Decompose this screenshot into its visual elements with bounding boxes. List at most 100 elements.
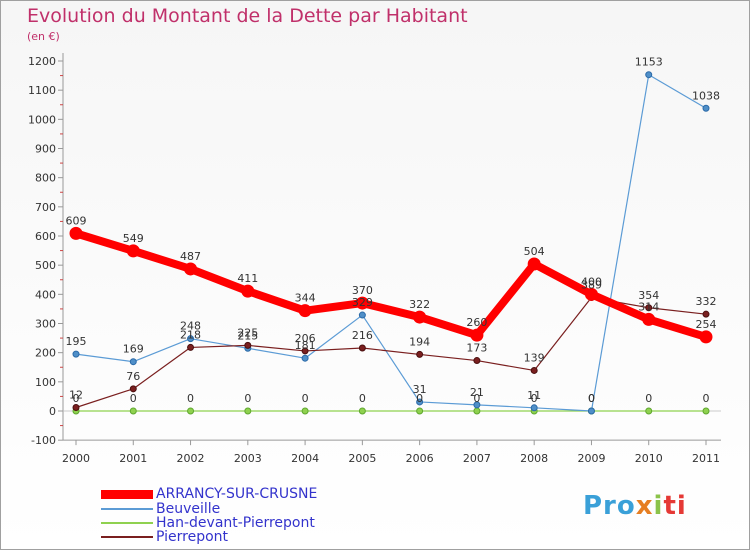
data-label: 609 [66,214,87,227]
data-label: 248 [180,320,201,333]
data-point [587,407,595,415]
data-point [187,343,195,351]
x-tick-label: 2009 [577,452,605,465]
data-label: 215 [237,329,258,342]
x-tick-label: 2001 [119,452,147,465]
legend-swatch [101,536,153,538]
data-label: 411 [237,272,258,285]
data-point [413,310,427,324]
data-label: 549 [123,232,144,245]
legend-label: Pierrepont [156,529,229,545]
data-point [642,312,656,326]
data-point [244,407,252,415]
data-point [301,354,309,362]
data-label: 332 [696,295,717,308]
data-point [702,407,710,415]
y-tick-label: 600 [35,230,56,243]
data-point [470,328,484,342]
x-tick-label: 2008 [520,452,548,465]
data-point [416,350,424,358]
legend-item: Beuveille [101,501,221,517]
data-point [187,335,195,343]
data-label: 216 [352,329,373,342]
data-label: 1153 [635,56,663,69]
data-point [69,226,83,240]
data-point [358,344,366,352]
data-label: 0 [588,392,595,405]
data-label: 31 [413,383,427,396]
data-point [301,347,309,355]
data-point [72,404,80,411]
series-line-0 [72,229,710,341]
x-tick-label: 2007 [463,452,491,465]
data-label: 139 [524,351,545,364]
data-label: 329 [352,296,373,309]
x-tick-label: 2000 [62,452,90,465]
y-tick-label: 300 [35,318,56,331]
legend-swatch [101,489,153,499]
data-label: 389 [581,279,602,292]
data-label: 0 [302,392,309,405]
legend-label: Han-devant-Pierrepont [156,515,315,531]
y-tick-label: 800 [35,172,56,185]
data-point [358,311,366,319]
data-label: 195 [66,335,87,348]
data-label: 344 [295,292,316,305]
y-tick-label: 1200 [28,55,56,68]
y-tick-label: 1100 [28,84,56,97]
data-label: 0 [588,392,595,405]
data-label: 1038 [692,89,720,102]
y-tick-label: 1000 [28,113,56,126]
data-point [126,244,140,258]
data-point [129,385,137,393]
x-tick-label: 2006 [406,452,434,465]
y-tick-label: 100 [35,376,56,389]
data-point [702,310,710,318]
data-label: 504 [524,245,545,258]
x-tick-label: 2011 [692,452,720,465]
data-label: 194 [409,335,430,348]
data-label: 181 [295,339,316,352]
data-point [645,304,653,312]
data-label: 0 [703,392,710,405]
data-point [241,284,255,298]
data-point [530,366,538,374]
legend-swatch [101,522,153,524]
data-point [72,350,80,358]
data-label: 225 [237,326,258,339]
data-point [645,407,653,415]
data-label: 0 [416,392,423,405]
data-point [187,407,195,415]
data-label: 370 [352,284,373,297]
data-label: 354 [638,289,659,302]
y-tick-label: 500 [35,259,56,272]
data-label: 169 [123,343,144,356]
logo-part-3: i [653,491,664,521]
x-tick-label: 2005 [348,452,376,465]
y-tick-label: 700 [35,201,56,214]
logo-part-1: Pro [583,491,636,521]
legend-item: Pierrepont [101,529,229,545]
data-point [473,357,481,365]
data-point [416,407,424,415]
data-label: 0 [531,392,538,405]
data-label: 11 [527,389,541,402]
data-point [473,401,481,409]
x-tick-label: 2002 [177,452,205,465]
legend-swatch [101,508,153,510]
y-tick-label: 900 [35,143,56,156]
data-label: 487 [180,250,201,263]
data-label: 173 [466,342,487,355]
data-point [527,257,541,271]
data-point [184,262,198,276]
logo-part-4: ti [663,491,687,521]
data-point [298,304,312,318]
data-label: 314 [638,300,659,313]
series-line-1 [75,74,707,412]
legend-label: Beuveille [156,501,221,517]
x-tick-label: 2003 [234,452,262,465]
data-label: 0 [244,392,251,405]
y-tick-label: 400 [35,288,56,301]
